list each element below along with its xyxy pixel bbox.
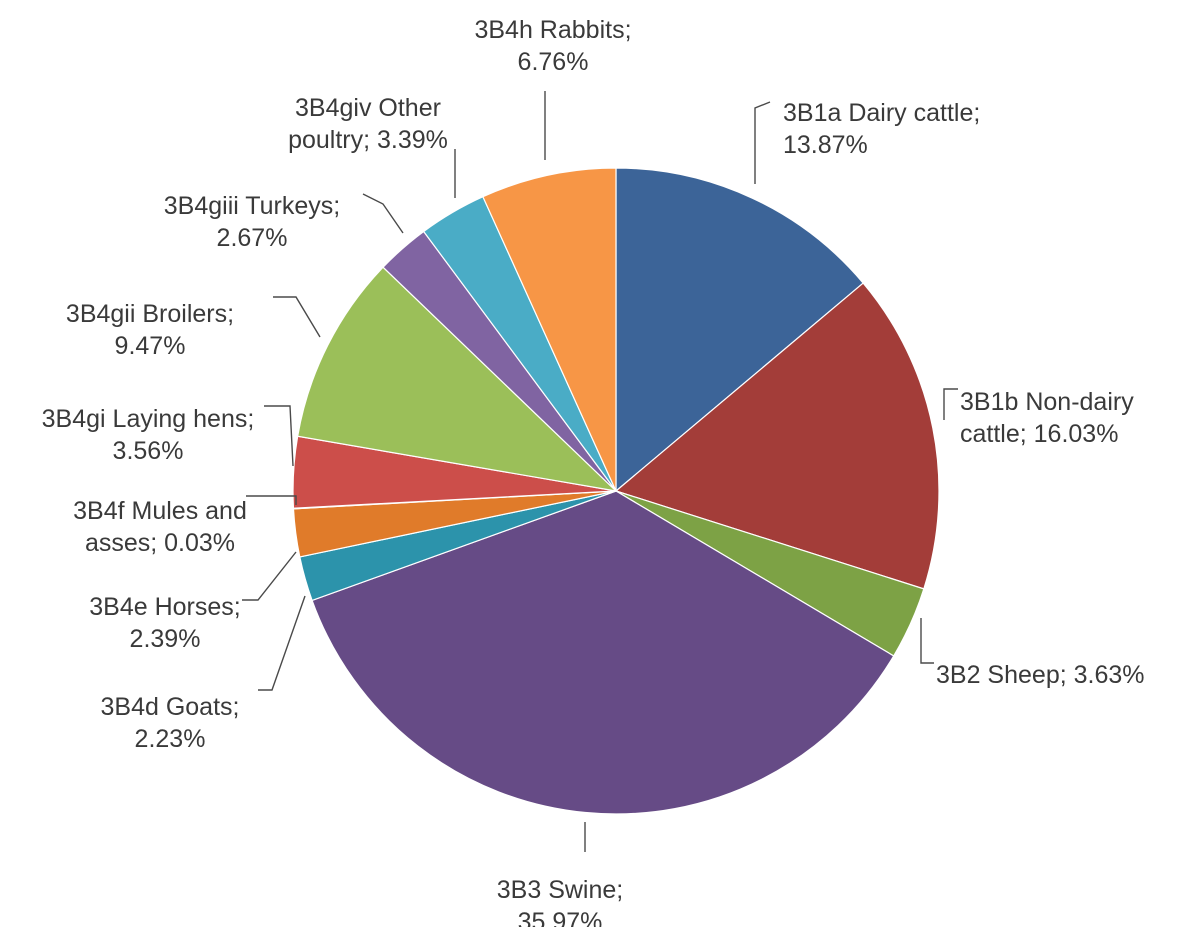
slice-label-3b4gii-broilers: 3B4gii Broilers; 9.47% [66,300,234,360]
slice-label-line: 3B4giv Other [295,94,441,122]
slice-label-line: asses; 0.03% [85,529,235,557]
slice-label-3b4e-horses: 3B4e Horses; 2.39% [89,593,240,653]
pie-slices [292,167,940,815]
slice-label-3b4gi-laying-hens: 3B4gi Laying hens; 3.56% [42,405,255,465]
slice-label-line: 6.76% [518,48,589,76]
leader-lines [242,91,958,852]
slice-label-line: 35.97% [518,908,603,927]
slice-label-line: 2.23% [135,725,206,753]
slice-label-3b3-swine: 3B3 Swine; 35.97% [497,876,623,927]
pie-slice-3b1a-dairy-cattle [615,167,865,493]
leader-line-3b4d-goats [258,595,306,691]
leader-line-3b4e-horses [242,551,297,601]
slice-label-3b1b-non-dairy-cattle: 3B1b Non-dairy cattle; 16.03% [960,388,1134,448]
slice-label-line: 2.39% [130,625,201,653]
leader-line-3b4gii-broilers [273,296,321,338]
slice-label-line: 3B4gi Laying hens; [42,405,255,433]
slice-label-line: 3B4f Mules and [73,497,247,525]
slice-label-line: 2.67% [217,224,288,252]
leader-line-3b4giii-turkeys [362,193,404,234]
slice-label-line: poultry; 3.39% [288,126,448,154]
pie-slice-3b4gii-broilers [296,266,618,492]
slice-label-line: 3.56% [113,437,184,465]
slice-label-line: 3B4giii Turkeys; [164,192,340,220]
slice-label-line: 3B4h Rabbits; [474,16,631,44]
slice-label-line: 13.87% [783,131,868,159]
pie-slice-3b1b-non-dairy-cattle [614,282,940,590]
slice-labels: 3B1a Dairy cattle; 13.87% 3B1b Non-dairy ca… [42,16,1145,927]
slice-label-3b4h-rabbits: 3B4h Rabbits; 6.76% [474,16,631,76]
slice-label-line: 3B4e Horses; [89,593,240,621]
slice-label-line: 3B4gii Broilers; [66,300,234,328]
slice-label-line: 3B3 Swine; [497,876,623,904]
slice-label-3b4f-mules-and-asses: 3B4f Mules and asses; 0.03% [73,497,247,557]
leader-line-3b1b-non-dairy-cattle [943,388,958,420]
slice-label-line: 3B4d Goats; [101,693,240,721]
leader-line-3b4f-mules-and-asses [246,495,297,505]
slice-label-3b1a-dairy-cattle: 3B1a Dairy cattle; 13.87% [783,99,980,159]
slice-label-3b4giv-other-poultry: 3B4giv Other poultry; 3.39% [288,94,448,154]
slice-label-line: 3B1a Dairy cattle; [783,99,980,127]
leader-line-3b2-sheep [920,618,934,664]
slice-label-line: cattle; 16.03% [960,420,1118,448]
pie-slice-3b4h-rabbits [482,167,617,492]
leader-line-3b4gi-laying-hens [264,405,294,467]
slice-label-line: 3B1b Non-dairy [960,388,1134,416]
slice-label-3b4d-goats: 3B4d Goats; 2.23% [101,693,240,753]
slice-label-3b4giii-turkeys: 3B4giii Turkeys; 2.67% [164,192,340,252]
slice-label-line: 3B2 Sheep; 3.63% [936,661,1145,689]
leader-line-3b1a-dairy-cattle [754,101,771,184]
pie-slice-3b3-swine [311,490,895,815]
slice-label-3b2-sheep: 3B2 Sheep; 3.63% [936,661,1145,689]
slice-label-line: 9.47% [115,332,186,360]
